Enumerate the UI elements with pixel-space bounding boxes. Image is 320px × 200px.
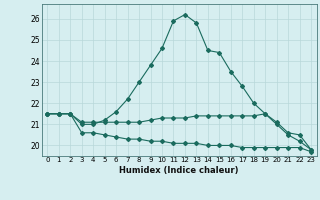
- X-axis label: Humidex (Indice chaleur): Humidex (Indice chaleur): [119, 166, 239, 175]
